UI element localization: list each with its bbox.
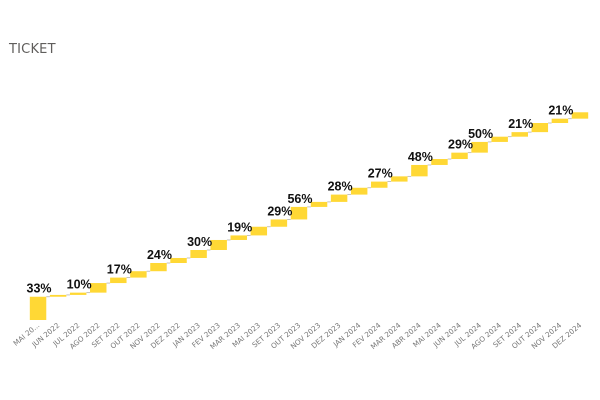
data-label: 50% (468, 127, 493, 141)
waterfall-bar (411, 164, 428, 177)
waterfall-bar (391, 176, 408, 182)
waterfall-bar (451, 152, 468, 160)
data-label: 30% (187, 235, 212, 249)
data-label: 56% (287, 192, 312, 206)
waterfall-bar (310, 201, 328, 207)
waterfall-bar (69, 292, 87, 295)
data-label: 29% (267, 204, 292, 218)
data-label: 21% (548, 104, 573, 118)
waterfall-bar (551, 118, 569, 124)
waterfall-bar (491, 136, 508, 142)
waterfall-bar (290, 206, 308, 220)
data-label: 21% (508, 117, 533, 131)
waterfall-bar (350, 187, 368, 195)
waterfall-bar (110, 277, 127, 284)
waterfall-bar (49, 294, 67, 297)
waterfall-bar (170, 257, 187, 263)
waterfall-bar (571, 112, 589, 119)
data-label: 28% (328, 180, 353, 194)
waterfall-bar (230, 235, 247, 240)
chart-title: TICKET (9, 42, 56, 57)
waterfall-bar (29, 296, 47, 320)
waterfall-bar (471, 141, 488, 153)
waterfall-bar (250, 226, 268, 236)
data-label: 19% (227, 220, 252, 234)
waterfall-bar (270, 219, 288, 227)
data-label: 17% (107, 263, 132, 277)
waterfall-bar (190, 250, 207, 258)
waterfall-bar (371, 181, 388, 188)
data-label: 24% (147, 248, 172, 262)
waterfall-bar (330, 194, 348, 202)
waterfall-bar (210, 239, 227, 250)
data-label: 33% (27, 282, 52, 296)
waterfall-bar (90, 283, 107, 293)
waterfall-bar (150, 263, 167, 272)
data-label: 29% (448, 138, 473, 152)
data-label: 48% (408, 150, 433, 164)
data-label: 10% (67, 278, 92, 292)
waterfall-bar (431, 159, 448, 165)
waterfall-bar (130, 271, 147, 278)
waterfall-bar (531, 123, 549, 133)
waterfall-bar (511, 132, 528, 137)
data-label: 27% (368, 167, 393, 181)
